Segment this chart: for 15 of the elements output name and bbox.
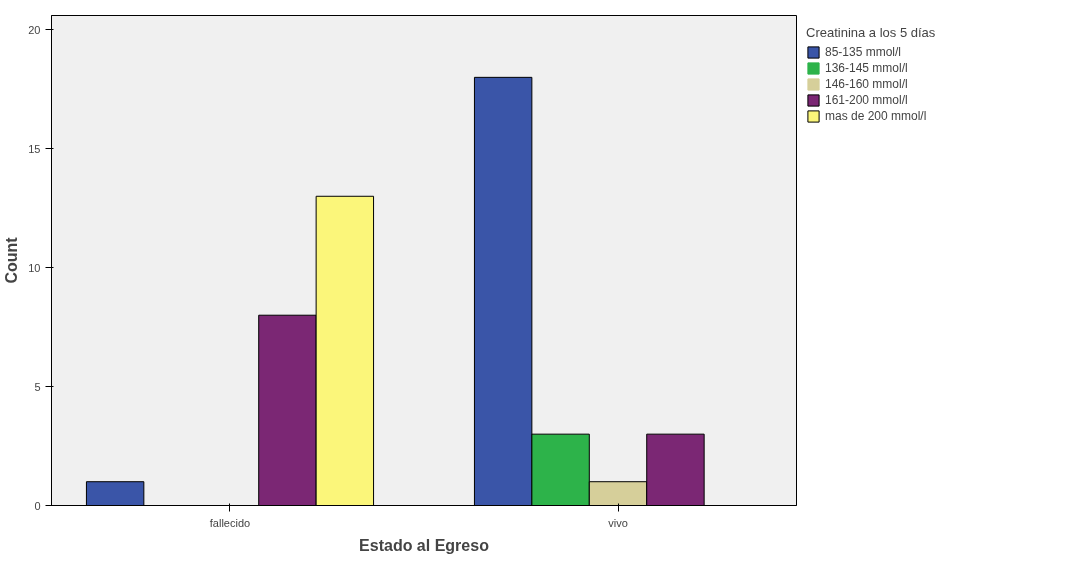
legend-title: Creatinina a los 5 días	[806, 25, 936, 40]
x-tick-label: vivo	[608, 516, 628, 529]
x-axis-title: Estado al Egreso	[359, 536, 490, 554]
legend-label: mas de 200 mmol/l	[825, 109, 927, 123]
y-axis-title: Count	[3, 236, 21, 284]
y-tick-label: 20	[28, 23, 41, 36]
legend-label: 136-145 mmol/l	[825, 61, 908, 75]
y-tick-label: 0	[34, 499, 41, 512]
y-tick-label: 10	[28, 261, 41, 274]
y-tick-label: 5	[34, 380, 41, 393]
legend-label: 85-135 mmol/l	[825, 45, 902, 59]
x-tick-label: fallecido	[209, 516, 251, 529]
y-tick-label: 15	[28, 142, 41, 155]
legend-label: 146-160 mmol/l	[825, 77, 908, 91]
legend-label: 161-200 mmol/l	[825, 93, 908, 107]
